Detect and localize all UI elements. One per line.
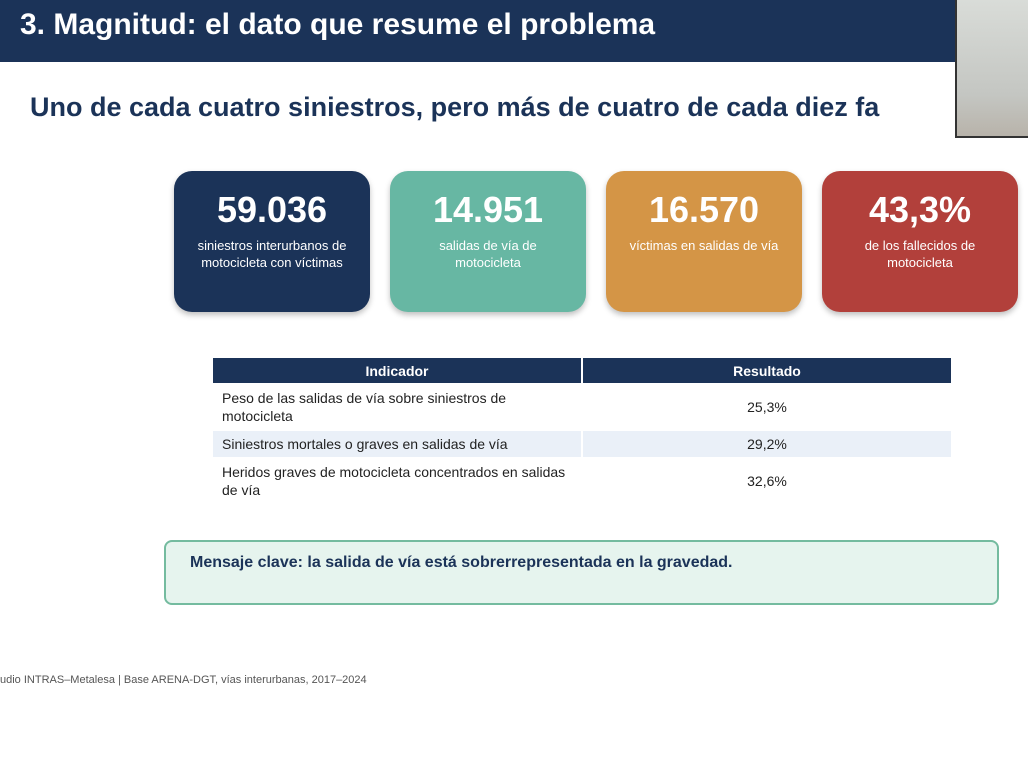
source-footer: udio INTRAS–Metalesa | Base ARENA-DGT, v… [0, 674, 367, 686]
header-cell: Indicador [213, 358, 582, 383]
cell: Siniestros mortales o graves en salidas … [213, 431, 582, 457]
key-message-box: Mensaje clave: la salida de vía está sob… [164, 540, 999, 605]
table-row: Peso de las salidas de vía sobre siniest… [213, 383, 951, 431]
cell: 32,6% [581, 457, 951, 505]
table-row: Heridos graves de motocicleta concentrad… [213, 457, 951, 505]
kpi-card: 16.570 víctimas en salidas de vía [606, 171, 802, 312]
kpi-card: 59.036 siniestros interurbanos de motoci… [174, 171, 370, 312]
cell: Peso de las salidas de vía sobre siniest… [222, 390, 507, 424]
webcam-overlay [955, 0, 1028, 138]
kpi-value: 43,3% [868, 189, 972, 230]
kpi-label: de los fallecidos de motocicleta [864, 238, 976, 270]
kpi-value: 14.951 [432, 189, 544, 230]
slide-title: 3. Magnitud: el dato que resume el probl… [20, 8, 656, 41]
cell: 29,2% [581, 431, 951, 457]
kpi-label: siniestros interurbanos de motocicleta c… [197, 238, 347, 270]
kpi-card: 43,3% de los fallecidos de motocicleta [822, 171, 1018, 312]
table-header: Indicador Resultado [213, 358, 951, 383]
table-row: Siniestros mortales o graves en salidas … [213, 431, 951, 457]
header-cell: Resultado [581, 358, 951, 383]
key-message: Mensaje clave: la salida de vía está sob… [190, 554, 733, 571]
header-bar: 3. Magnitud: el dato que resume el probl… [0, 0, 1028, 62]
kpi-label: víctimas en salidas de vía [629, 238, 779, 253]
cell: Heridos graves de motocicleta concentrad… [222, 464, 566, 498]
kpi-value: 59.036 [216, 189, 328, 230]
kpi-card: 14.951 salidas de vía de motocicleta [390, 171, 586, 312]
kpi-value: 16.570 [648, 189, 760, 230]
indicator-table: Indicador Resultado Peso de las salidas … [213, 358, 951, 505]
kpi-label: salidas de vía de motocicleta [439, 238, 537, 270]
subtitle: Uno de cada cuatro siniestros, pero más … [30, 92, 880, 122]
cell: 25,3% [581, 383, 951, 431]
